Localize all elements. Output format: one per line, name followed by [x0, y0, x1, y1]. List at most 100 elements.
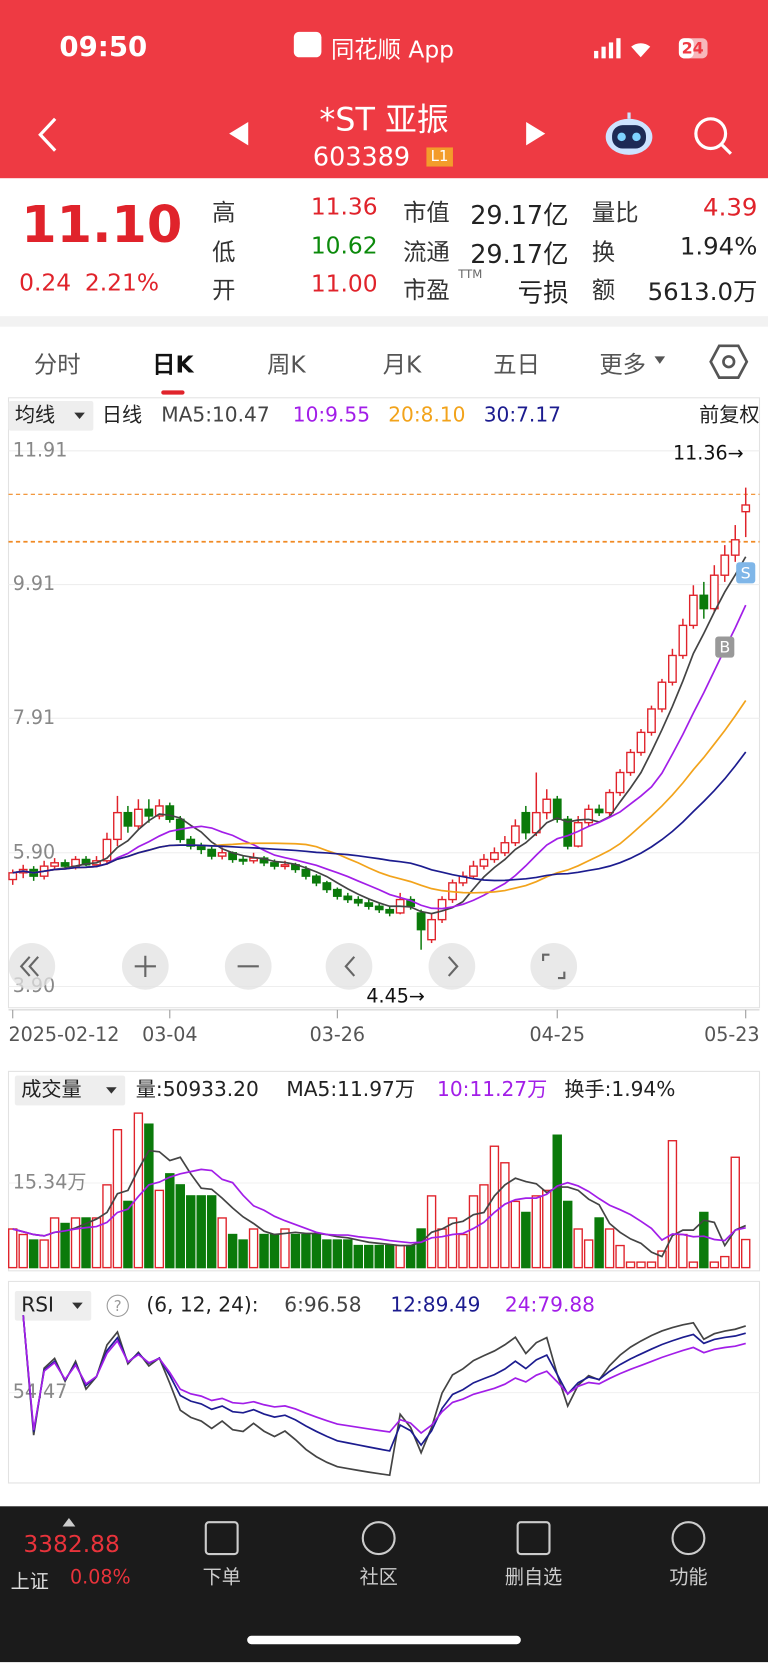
volume-bar — [583, 1239, 594, 1269]
bottom-icon — [516, 1521, 551, 1556]
candle-body — [510, 825, 520, 844]
x-tick-label: 03-26 — [310, 1023, 365, 1046]
volume-bar — [269, 1233, 280, 1269]
bottom-item[interactable]: 社区 — [359, 1566, 398, 1590]
low-annotation: 4.45→ — [366, 985, 424, 1008]
candle-body — [123, 811, 133, 827]
volume-bar — [405, 1244, 416, 1269]
volume-bar — [542, 1189, 552, 1269]
volume-bar — [384, 1244, 395, 1269]
volume-bar — [28, 1239, 39, 1269]
prev-stock[interactable] — [225, 120, 253, 148]
selector-caret — [74, 412, 85, 420]
selector-box — [14, 1075, 126, 1106]
zoom-button[interactable] — [428, 943, 476, 990]
candle-body — [647, 708, 656, 734]
volume-bar — [322, 1239, 332, 1269]
volume-bar — [730, 1156, 740, 1269]
quote-label: 高 — [212, 200, 236, 228]
volume-bar — [81, 1217, 91, 1269]
index-name: 上证 — [10, 1571, 49, 1594]
volume-bar — [301, 1233, 311, 1269]
volume-bar — [280, 1228, 290, 1269]
back-button[interactable] — [32, 115, 64, 157]
volume-bar — [123, 1200, 133, 1269]
tab[interactable]: 更多 — [599, 352, 647, 379]
volume-bar — [227, 1233, 238, 1269]
volume-bar — [18, 1233, 28, 1269]
ma-legend: 20:8.10 — [388, 402, 465, 426]
quote-label: 市盈 — [403, 277, 450, 305]
tab[interactable]: 月K — [382, 352, 422, 379]
candle-body — [479, 858, 489, 867]
volume-bar — [364, 1244, 374, 1269]
selector: RSI — [21, 1292, 54, 1316]
volume-bar — [688, 1261, 699, 1269]
volume-bar — [500, 1162, 510, 1269]
candle-body — [343, 895, 353, 901]
zoom-button[interactable] — [325, 943, 373, 990]
volume-ma-line — [12, 1149, 747, 1258]
volume-bar — [510, 1200, 521, 1269]
volume-bar — [248, 1228, 259, 1269]
next-stock[interactable] — [522, 120, 550, 148]
zoom-button[interactable] — [530, 943, 578, 990]
candle-body — [385, 908, 395, 914]
home-indicator — [247, 1635, 521, 1645]
app-icon — [293, 31, 322, 58]
volume-bar — [165, 1173, 175, 1269]
quote-value: 10.62 — [310, 233, 378, 260]
candle-body — [730, 539, 740, 556]
volume-bar — [437, 1228, 447, 1269]
candle-body — [8, 872, 18, 881]
volume-bar — [144, 1123, 154, 1269]
trade-marker-label: B — [719, 638, 730, 657]
volume-bar — [290, 1233, 301, 1269]
bottom-item[interactable]: 下单 — [202, 1566, 241, 1590]
tab[interactable]: 周K — [267, 352, 306, 379]
volume-bar — [489, 1145, 500, 1269]
selector: 均线 — [15, 402, 55, 426]
divider — [0, 316, 768, 327]
volume-bar — [49, 1217, 60, 1269]
candle-body — [626, 751, 635, 774]
candle-body — [81, 858, 91, 866]
volume-bar — [416, 1228, 426, 1269]
tab[interactable]: 日K — [152, 352, 194, 379]
candle-body — [144, 808, 154, 817]
tab[interactable]: 五日 — [493, 352, 540, 379]
volume-bar — [217, 1217, 227, 1269]
ma-legend: 30:7.17 — [484, 402, 561, 426]
candle-body — [678, 624, 688, 657]
volume-bar — [646, 1261, 657, 1269]
settings-icon[interactable] — [709, 342, 749, 382]
volume-legend: 10:11.27万 — [437, 1077, 547, 1101]
volume-bar — [8, 1228, 18, 1269]
candle-body — [217, 852, 227, 857]
bottom-icon — [671, 1521, 706, 1556]
tab[interactable]: 分时 — [33, 352, 81, 379]
quote-label: 开 — [212, 277, 236, 305]
search-button[interactable] — [692, 115, 734, 157]
bottom-item[interactable]: 删自选 — [504, 1566, 563, 1590]
volume-bar — [604, 1228, 615, 1269]
x-tick-label: 05-23 — [704, 1023, 759, 1046]
volume-legend: 量:50933.20 — [136, 1077, 259, 1101]
quote-label: 换 — [591, 239, 616, 267]
change-pct: 2.21% — [84, 270, 159, 298]
robot-icon[interactable] — [603, 110, 656, 159]
volume-bar — [206, 1195, 217, 1269]
bottom-icon — [204, 1521, 239, 1556]
volume-bar — [667, 1140, 678, 1269]
volume-bar — [343, 1239, 353, 1269]
volume-bar — [447, 1217, 458, 1269]
y-tick-label: 7.91 — [13, 706, 55, 729]
candle-body — [133, 808, 143, 827]
zoom-button[interactable] — [8, 943, 56, 990]
bottom-item[interactable]: 功能 — [669, 1566, 708, 1590]
candle-body — [301, 868, 311, 877]
chart-frame — [7, 397, 761, 1009]
quote-value: 1.94% — [679, 233, 758, 261]
candle-body — [353, 898, 363, 904]
volume-bar — [468, 1195, 479, 1269]
